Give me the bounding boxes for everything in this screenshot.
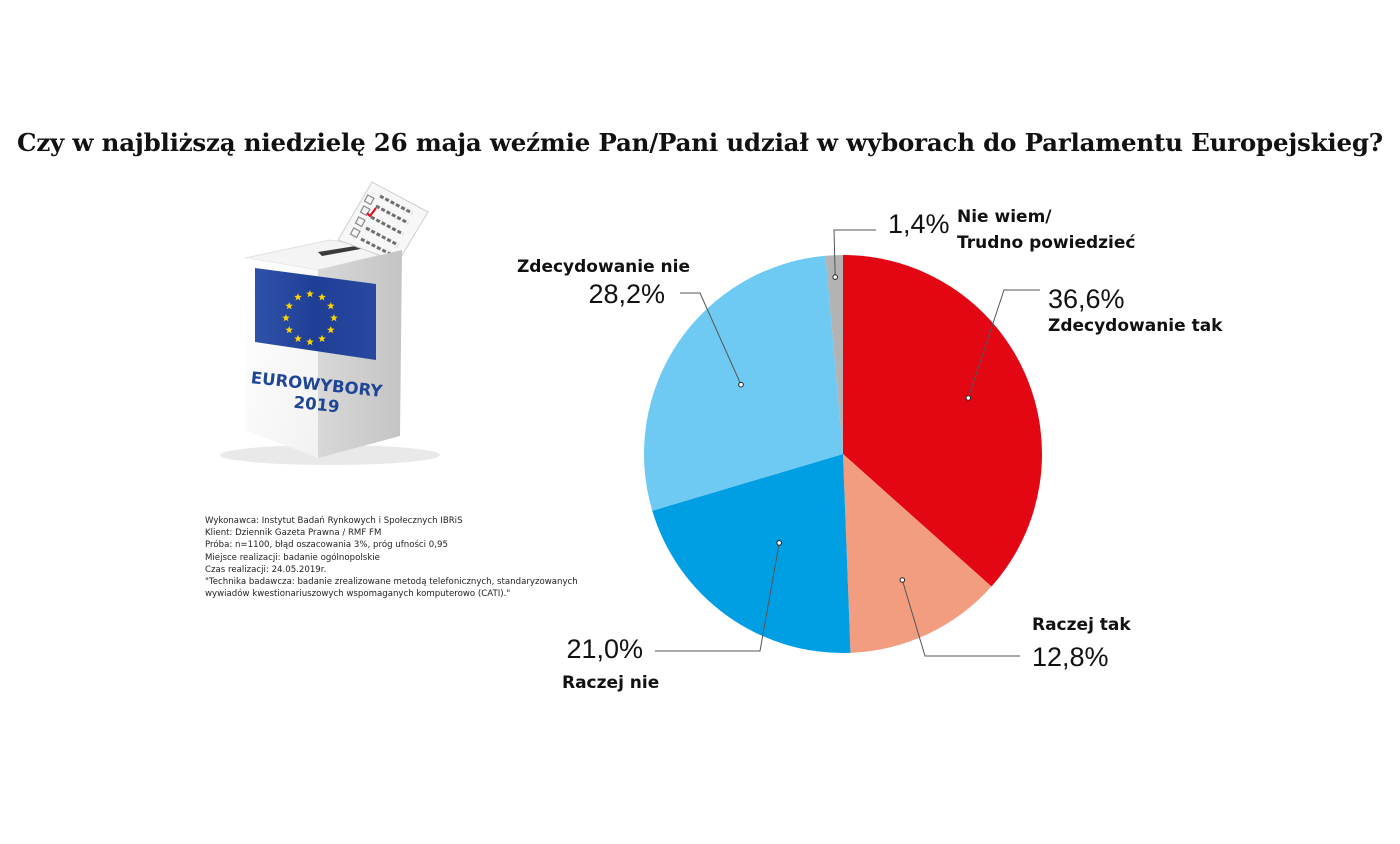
- box-slot: [318, 245, 366, 256]
- callout-4: 1,4% Nie wiem/Trudno powiedzieć: [832, 207, 1136, 280]
- ballot-box-illustration: EUROWYBORY 2019: [220, 181, 440, 465]
- value-label-2: 21,0%: [566, 634, 643, 664]
- ballot-box-line2: 2019: [293, 393, 341, 417]
- category-label-4: Nie wiem/: [957, 207, 1052, 227]
- note-line: Miejsce realizacji: badanie ogólnopolski…: [205, 552, 380, 563]
- leader-line-3: [680, 292, 742, 385]
- leader-dot-4: [832, 274, 839, 280]
- callout-0: 36,6%Zdecydowanie tak: [965, 284, 1223, 401]
- box-shadow: [220, 445, 440, 465]
- value-label-1: 12,8%: [1032, 642, 1109, 672]
- eu-star: [318, 293, 326, 301]
- pie-slice-1: [843, 454, 992, 653]
- category-label-4: Trudno powiedzieć: [957, 233, 1136, 253]
- note-line: Czas realizacji: 24.05.2019r.: [205, 564, 327, 575]
- note-line: "Technika badawcza: badanie zrealizowane…: [205, 577, 578, 588]
- category-label-0: Zdecydowanie tak: [1048, 316, 1223, 336]
- note-line: Próba: n=1100, błąd oszacowania 3%, próg…: [205, 540, 448, 551]
- value-label-3: 28,2%: [588, 279, 665, 309]
- value-label-0: 36,6%: [1048, 284, 1125, 314]
- category-label-1: Raczej tak: [1032, 615, 1131, 635]
- leader-line-0: [967, 289, 1040, 399]
- pie-slice-3: [643, 255, 843, 511]
- note-line: Klient: Dziennik Gazeta Prawna / RMF FM: [205, 528, 382, 539]
- eu-star: [318, 334, 326, 342]
- leader-dot-2: [776, 540, 783, 546]
- page-title: Czy w najbliższą niedzielę 26 maja weźmi…: [17, 128, 1383, 157]
- ballot-paper: [337, 181, 429, 263]
- eu-star: [294, 293, 302, 301]
- eu-star: [327, 326, 335, 334]
- leader-line-1: [901, 579, 1020, 657]
- leader-dot-0: [965, 395, 972, 401]
- eu-star: [306, 290, 314, 298]
- survey-notes: Wykonawca: Instytut Badań Rynkowych i Sp…: [205, 515, 625, 600]
- leader-line-2: [655, 542, 780, 652]
- leader-dot-3: [738, 381, 744, 388]
- eu-star: [282, 314, 290, 322]
- pie-slice-2: [652, 454, 851, 654]
- eu-star: [285, 302, 293, 310]
- note-line: Wykonawca: Instytut Badań Rynkowych i Sp…: [205, 516, 463, 526]
- leader-dot-1: [899, 577, 906, 583]
- pie-slice-4: [825, 255, 843, 454]
- eu-star: [306, 338, 314, 346]
- eu-star: [285, 326, 293, 334]
- eu-star: [330, 314, 338, 322]
- note-line: wywiadów kwestionariuszowych wspomaganyc…: [205, 589, 511, 600]
- leader-line-4: [833, 229, 876, 278]
- checkmark-icon: [366, 207, 377, 218]
- callout-3: 28,2%Zdecydowanie nie: [517, 257, 744, 388]
- pie-slice-0: [843, 255, 1043, 587]
- eu-stars-icon: [282, 290, 338, 346]
- category-label-3: Zdecydowanie nie: [517, 257, 690, 277]
- eu-star: [294, 334, 302, 342]
- category-label-2: Raczej nie: [562, 673, 659, 693]
- value-label-4: 1,4%: [888, 209, 950, 239]
- eu-star: [327, 302, 335, 310]
- callout-2: 21,0% Raczej nie: [562, 540, 783, 693]
- callout-1: 12,8% Raczej tak: [899, 577, 1131, 672]
- eu-flag: [255, 268, 376, 360]
